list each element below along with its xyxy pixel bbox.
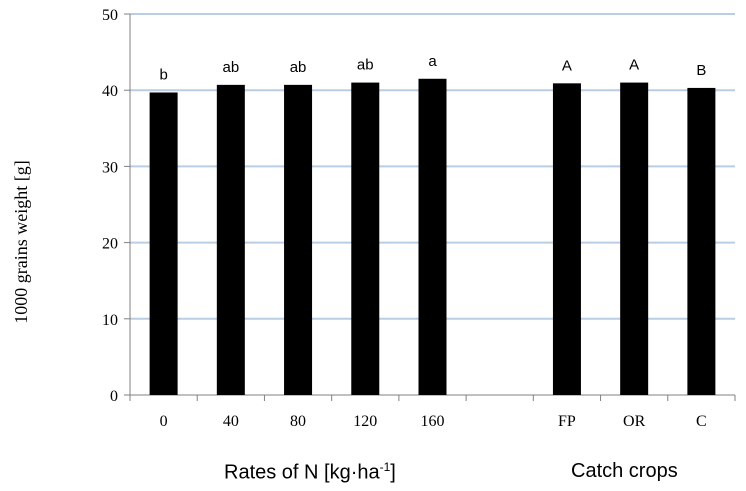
bar xyxy=(149,92,178,396)
x-tick-label: 160 xyxy=(421,413,445,430)
x-tick-label: 40 xyxy=(223,413,239,430)
significance-label: b xyxy=(159,66,167,83)
bar xyxy=(687,87,716,395)
y-tick-label: 40 xyxy=(102,83,118,100)
x-tick-label: 0 xyxy=(160,413,168,430)
bar xyxy=(284,84,313,395)
x-group-label-rates-end: ] xyxy=(390,461,396,484)
x-tick-label: FP xyxy=(558,413,576,430)
bar xyxy=(351,82,380,395)
x-tick-label: 120 xyxy=(353,413,377,430)
y-tick-label: 20 xyxy=(102,236,118,253)
significance-label: ab xyxy=(357,57,374,74)
significance-label: A xyxy=(629,57,639,74)
x-group-label-rates-sup: -1 xyxy=(379,460,391,474)
x-group-label-catch: Catch crops xyxy=(571,460,678,483)
bar xyxy=(216,84,245,395)
x-group-label-catch-main: Catch crops xyxy=(571,460,678,482)
bar xyxy=(620,82,649,395)
significance-label: A xyxy=(562,57,572,74)
x-group-label-rates-main: Rates of N [kg·ha xyxy=(224,461,380,484)
bars xyxy=(149,78,716,396)
y-tick-label: 30 xyxy=(102,159,118,176)
x-tick-label: C xyxy=(696,413,707,430)
bar xyxy=(552,83,581,395)
y-axis-label: 1000 grains weight [g] xyxy=(11,160,31,323)
y-tick-label: 10 xyxy=(102,312,118,329)
significance-label: ab xyxy=(290,59,307,76)
y-tick-label: 0 xyxy=(110,388,118,405)
significance-label: B xyxy=(696,62,706,79)
x-group-label-rates: Rates of N [kg·ha-1] xyxy=(224,460,396,485)
labels: 0 10 20 30 40 50 b 0 ab 40 ab 80 ab 120 a 160 A FP A OR B C xyxy=(102,7,707,430)
significance-label: a xyxy=(428,53,437,70)
significance-label: ab xyxy=(222,59,239,76)
x-tick-label: OR xyxy=(623,413,646,430)
bar xyxy=(418,78,447,396)
y-tick-label: 50 xyxy=(102,7,118,24)
x-tick-label: 80 xyxy=(290,413,306,430)
